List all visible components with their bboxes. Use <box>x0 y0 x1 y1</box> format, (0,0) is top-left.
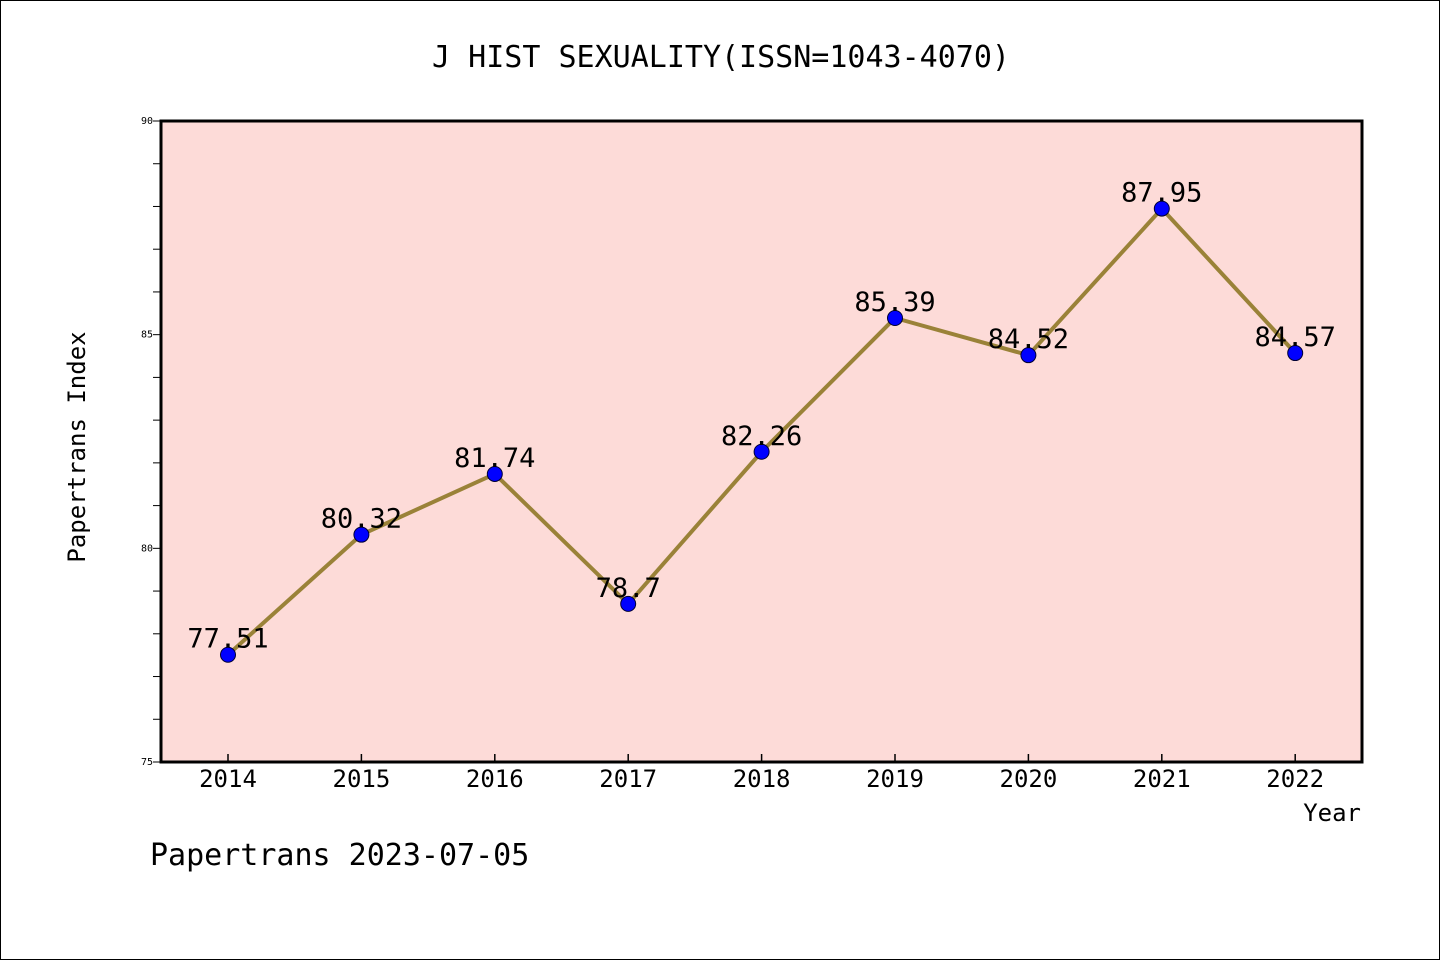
x-tick-label: 2017 <box>599 765 657 793</box>
data-label: 87.95 <box>1121 178 1202 209</box>
data-label: 85.39 <box>854 287 935 318</box>
x-tick-label: 2016 <box>466 765 524 793</box>
data-label: 84.57 <box>1255 322 1336 353</box>
plot-area <box>159 119 1364 764</box>
data-label: 80.32 <box>321 504 402 535</box>
data-labels-group: 77.51 80.32 81.74 78.7 82.26 85.39 84.52 87.95 8… <box>187 178 1335 655</box>
x-axis-label: Year <box>1303 799 1361 827</box>
x-tick-label: 2014 <box>199 765 257 793</box>
x-tick-label: 2018 <box>733 765 791 793</box>
x-tick-label: 2020 <box>1000 765 1058 793</box>
y-axis-label: Papertrans Index <box>63 331 91 562</box>
data-label: 81.74 <box>454 443 535 474</box>
data-point-marker <box>887 310 903 327</box>
data-point-marker <box>1287 345 1304 362</box>
data-label: 78.7 <box>596 573 661 604</box>
x-axis-ticks: 2014 2015 2016 2017 2018 2019 2020 2021 2022 <box>199 754 1324 793</box>
data-point-marker <box>620 595 637 612</box>
x-tick-label: 2022 <box>1266 765 1324 793</box>
data-point-marker <box>753 443 770 460</box>
data-label: 77.51 <box>187 624 268 655</box>
y-axis-ticks: 75 80 85 90 <box>141 116 161 768</box>
data-point-marker <box>486 465 503 482</box>
x-tick-label: 2019 <box>866 765 924 793</box>
series-markers-group <box>220 200 1304 663</box>
y-tick-label: 75 <box>141 757 153 768</box>
watermark: Papertrans 2023-07-05 <box>150 838 529 873</box>
x-tick-label: 2021 <box>1133 765 1191 793</box>
y-tick-label: 90 <box>141 116 153 127</box>
data-point-marker <box>1153 200 1170 217</box>
data-point-marker <box>353 526 370 543</box>
data-point-marker <box>220 646 236 663</box>
data-label: 84.52 <box>988 324 1069 355</box>
data-point-marker <box>1020 347 1037 364</box>
y-tick-label: 80 <box>141 543 153 554</box>
x-tick-label: 2015 <box>333 765 391 793</box>
chart-title: J HIST SEXUALITY(ISSN=1043-4070) <box>432 40 1010 75</box>
data-label: 82.26 <box>721 421 802 452</box>
y-tick-label: 85 <box>141 330 153 341</box>
